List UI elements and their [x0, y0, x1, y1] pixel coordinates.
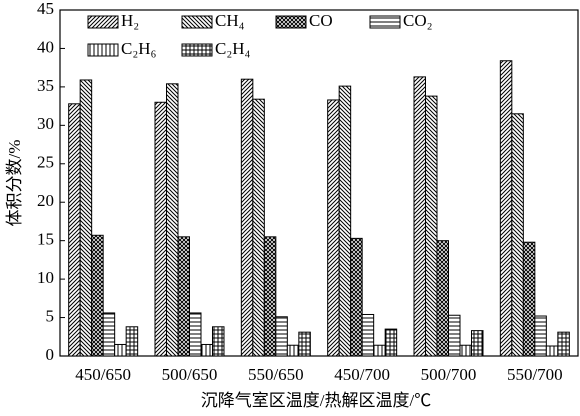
y-tick-label: 5 [46, 306, 55, 325]
bar [545, 345, 559, 357]
bar [166, 83, 179, 357]
bar [557, 331, 570, 357]
legend-swatch [87, 15, 119, 29]
x-tick-label: 550/700 [507, 365, 563, 384]
bar [459, 344, 472, 357]
bar [114, 343, 127, 357]
bar [125, 326, 139, 357]
y-tick-label: 25 [37, 153, 54, 172]
bar [338, 85, 352, 357]
bar [102, 312, 116, 357]
y-tick-label: 40 [37, 37, 54, 56]
y-tick-label: 35 [37, 76, 54, 95]
bar [286, 344, 300, 357]
y-tick-label: 0 [46, 345, 55, 364]
bar [263, 236, 277, 357]
bar [384, 328, 398, 357]
x-tick-label: 450/700 [334, 365, 390, 384]
legend-label: H₂ [121, 11, 139, 30]
bar [522, 241, 536, 357]
bar [425, 95, 438, 357]
bar [189, 312, 202, 357]
y-tick-label: 30 [37, 114, 54, 133]
legend-label: C₂H₆ [121, 39, 157, 58]
bar [79, 79, 93, 357]
x-tick-label: 550/650 [248, 365, 304, 384]
legend-label: CO [309, 11, 333, 30]
bar [413, 76, 426, 357]
legend-swatch [369, 15, 401, 29]
bar [327, 99, 340, 357]
bar [361, 313, 375, 357]
bar [534, 315, 547, 357]
bar [91, 234, 104, 357]
bar [471, 330, 484, 357]
legend-swatch [87, 43, 119, 57]
bar [240, 78, 254, 357]
y-axis-label: 体积分数/% [5, 140, 24, 227]
bar [298, 331, 311, 357]
x-tick-label: 450/650 [75, 365, 131, 384]
bar [200, 343, 213, 357]
bar [373, 344, 386, 357]
bar [68, 103, 81, 357]
bar [436, 240, 449, 357]
legend-swatch [275, 15, 307, 29]
legend-swatch [181, 43, 213, 57]
bar [177, 236, 190, 357]
legend-label: C₂H₄ [215, 39, 251, 58]
bar [448, 314, 461, 357]
x-axis-label: 沉降气室区温度/热解区温度/℃ [201, 391, 431, 410]
bar [154, 101, 167, 357]
y-tick-label: 20 [37, 191, 54, 210]
y-tick-label: 10 [37, 268, 54, 287]
bar [511, 113, 524, 357]
bar [252, 98, 265, 357]
legend-label: CO₂ [403, 11, 433, 30]
legend-label: CH₄ [215, 11, 245, 30]
y-tick-label: 15 [37, 230, 54, 249]
x-tick-label: 500/650 [162, 365, 218, 384]
bar [350, 237, 363, 357]
x-tick-label: 500/700 [421, 365, 477, 384]
legend-swatch [181, 15, 213, 29]
bar [212, 326, 225, 357]
bar [275, 316, 288, 357]
plot-frame [59, 9, 579, 357]
bar [499, 60, 513, 357]
y-tick-label: 45 [37, 0, 54, 18]
